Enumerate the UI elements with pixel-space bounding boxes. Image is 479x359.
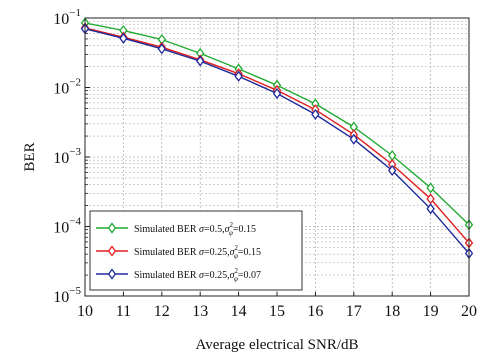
data-point	[388, 164, 397, 177]
x-tick-label: 12	[154, 303, 170, 320]
data-point	[426, 203, 435, 215]
legend-label: Simulated BER σ=0.5,σ2 φ=0.15	[134, 221, 256, 237]
y-tick-label: 10−2	[53, 77, 81, 98]
y-axis-ticks: 10−1 10−2 10−3 10−4 10−5	[53, 7, 90, 306]
legend: Simulated BER σ=0.5,σ2 φ=0.15 Simulated BE…	[89, 210, 303, 291]
x-tick-label: 18	[384, 303, 400, 320]
x-tick-label: 11	[116, 303, 131, 320]
data-point	[349, 133, 358, 145]
legend-swatch-marker	[107, 222, 117, 234]
x-tick-label: 10	[77, 303, 93, 320]
legend-label: Simulated BER σ=0.25,σ2 φ=0.15	[134, 244, 261, 260]
y-tick-label: 10−1	[53, 7, 81, 28]
data-point	[157, 43, 166, 55]
plot-frame	[84, 17, 470, 297]
data-point	[119, 32, 128, 44]
x-axis-ticks: 10 11 12 13 14 15 16 17 18 19 20	[77, 292, 477, 320]
x-axis-label: Average electrical SNR/dB	[196, 337, 359, 353]
x-tick-label: 14	[231, 303, 247, 320]
series-group	[80, 17, 474, 259]
legend-label: Simulated BER σ=0.25,σ2 φ=0.07	[134, 267, 261, 283]
y-axis-label: BER	[22, 142, 38, 171]
series-3	[80, 23, 474, 259]
data-point	[196, 55, 205, 67]
data-point	[272, 87, 282, 100]
data-point	[426, 182, 435, 194]
data-point	[234, 70, 243, 82]
x-tick-label: 15	[269, 303, 285, 320]
y-tick-label: 10−5	[53, 285, 81, 306]
x-tick-label: 19	[423, 303, 439, 320]
x-tick-label: 16	[307, 303, 323, 320]
legend-swatch-marker	[107, 268, 117, 280]
x-tick-label: 20	[461, 303, 477, 320]
x-tick-label: 13	[192, 303, 208, 320]
y-tick-label: 10−4	[53, 216, 81, 237]
y-tick-label: 10−3	[53, 146, 81, 167]
x-tick-label: 17	[346, 303, 362, 320]
data-point	[311, 108, 320, 120]
legend-swatch-marker	[107, 245, 117, 257]
